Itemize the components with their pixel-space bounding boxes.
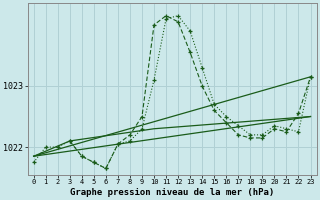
X-axis label: Graphe pression niveau de la mer (hPa): Graphe pression niveau de la mer (hPa) xyxy=(70,188,274,197)
